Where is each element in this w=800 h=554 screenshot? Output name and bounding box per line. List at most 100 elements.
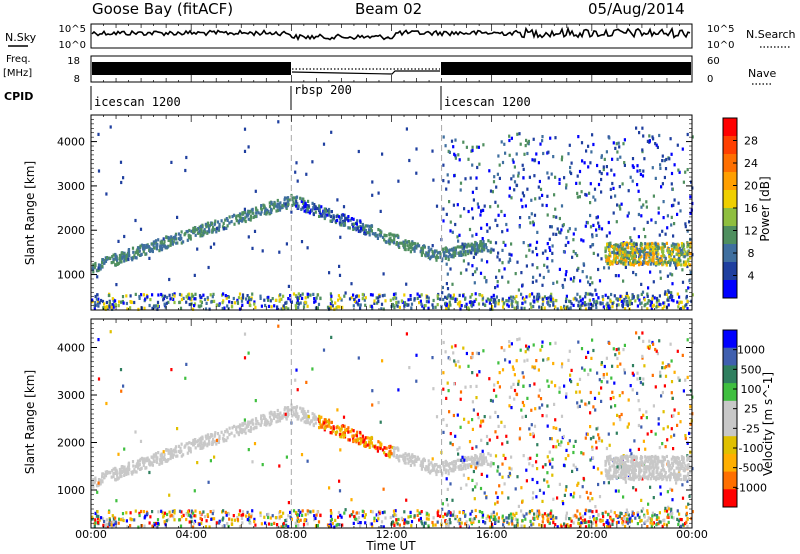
power-cell — [131, 246, 135, 250]
power-cell — [169, 243, 172, 247]
power-cell — [403, 301, 407, 305]
velocity-cell — [570, 519, 573, 523]
velocity-cell — [278, 515, 281, 519]
velocity-cell — [296, 412, 299, 416]
power-cell — [253, 229, 257, 233]
velocity-cell — [513, 388, 517, 393]
velocity-cell — [267, 512, 270, 516]
velocity-cell — [613, 381, 616, 385]
velocity-cell — [484, 521, 487, 525]
power-cell — [475, 242, 478, 246]
velocity-cell — [520, 524, 523, 528]
power-cell — [369, 293, 373, 297]
power-cell — [593, 187, 597, 191]
velocity-cell — [126, 525, 129, 529]
velocity-cell — [538, 523, 541, 527]
power-cell — [558, 267, 561, 271]
power-cell — [539, 187, 543, 191]
velocity-cell — [396, 446, 399, 450]
power-cell — [329, 305, 332, 309]
power-cell — [670, 215, 673, 219]
power-cell — [409, 242, 412, 247]
power-cell — [595, 233, 598, 237]
power-cell — [223, 227, 226, 231]
power-cell — [565, 297, 568, 301]
velocity-cell — [137, 466, 140, 470]
velocity-cell — [193, 438, 197, 442]
velocity-cell — [118, 468, 121, 472]
velocity-cell — [572, 495, 575, 499]
power-cell — [686, 168, 689, 172]
power-cell — [186, 238, 189, 242]
power-cell — [468, 244, 471, 248]
power-cell — [597, 182, 601, 187]
power-cell — [647, 286, 650, 290]
velocity-cell — [425, 465, 428, 469]
power-cell — [377, 191, 380, 195]
power-cell — [193, 226, 197, 230]
velocity-cell — [407, 520, 410, 524]
power-cell — [353, 226, 356, 230]
velocity-cell — [232, 424, 236, 428]
power-cell — [582, 239, 585, 243]
velocity-cell — [658, 339, 661, 343]
velocity-cell — [535, 514, 539, 518]
power-cell — [306, 304, 309, 308]
power-cell — [362, 226, 365, 230]
velocity-cell — [259, 513, 262, 518]
velocity-cell — [524, 414, 527, 418]
power-cell — [276, 202, 279, 206]
power-cell — [379, 234, 382, 238]
velocity-cell — [579, 512, 582, 516]
power-cell — [676, 212, 679, 216]
power-cell — [363, 231, 366, 235]
power-cell — [568, 299, 571, 303]
velocity-cell — [489, 464, 492, 468]
velocity-cell — [579, 524, 582, 528]
power-cell — [388, 232, 391, 236]
velocity-cell — [170, 452, 174, 456]
velocity-cell — [192, 525, 195, 529]
velocity-cell — [620, 517, 623, 521]
velocity-cell — [599, 519, 602, 523]
power-cell — [587, 302, 590, 306]
velocity-cell — [294, 521, 297, 525]
velocity-cell — [666, 425, 669, 429]
velocity-cell — [517, 504, 520, 508]
power-cell — [618, 204, 621, 208]
velocity-cell — [470, 455, 473, 460]
power-cell — [565, 236, 568, 240]
velocity-cell — [638, 515, 641, 519]
power-cell — [445, 282, 448, 286]
velocity-cell — [313, 413, 316, 417]
velocity-cell — [97, 478, 101, 482]
velocity-cell — [489, 398, 493, 403]
power-cell — [661, 242, 664, 246]
power-cell — [445, 262, 448, 266]
power-cell — [528, 248, 531, 252]
power-cell — [607, 304, 610, 308]
power-cell — [589, 245, 592, 249]
power-cell — [515, 152, 518, 156]
power-cell — [294, 170, 297, 174]
velocity-cell — [537, 368, 540, 372]
power-cell — [278, 208, 282, 212]
power-cell — [463, 245, 466, 249]
velocity-cell — [650, 524, 653, 528]
power-cell — [554, 207, 557, 211]
velocity-cell — [312, 423, 315, 427]
power-cell — [169, 241, 172, 245]
power-cell — [501, 261, 504, 265]
power-cell — [427, 296, 430, 300]
power-cell — [662, 260, 665, 264]
power-cell — [528, 293, 532, 297]
power-cell — [676, 263, 679, 267]
velocity-cell — [552, 497, 555, 501]
power-cell — [594, 198, 597, 202]
power-cell — [471, 163, 474, 167]
power-cell — [180, 241, 183, 245]
velocity-cell — [241, 510, 245, 514]
power-cell — [616, 157, 619, 161]
power-cell — [609, 187, 612, 191]
velocity-cell — [421, 461, 425, 465]
